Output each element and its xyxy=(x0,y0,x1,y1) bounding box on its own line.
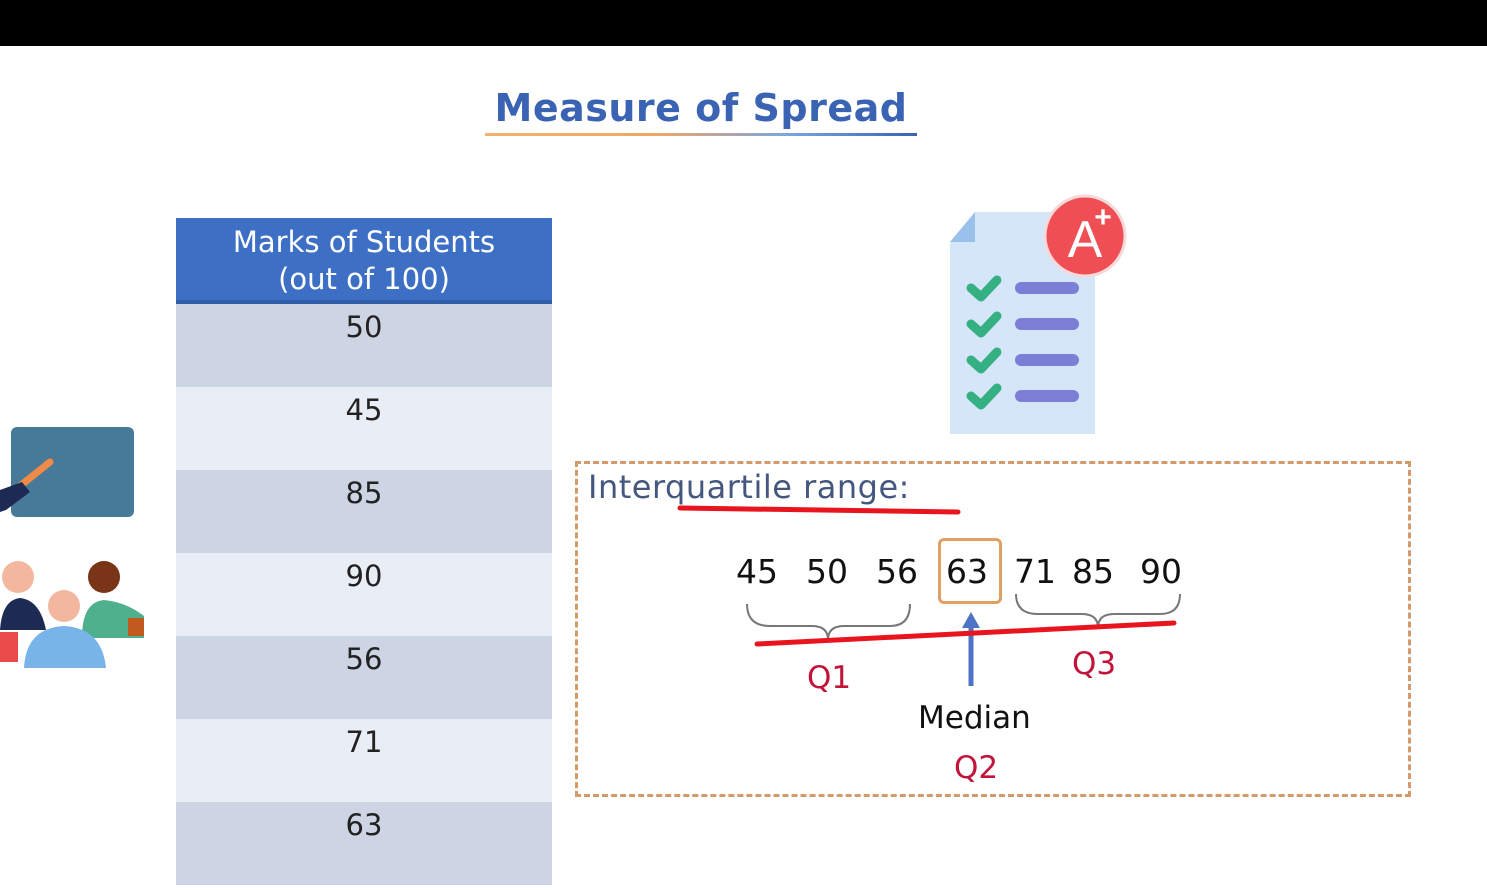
teacher-arm-icon xyxy=(0,482,30,512)
students-icon xyxy=(0,561,144,668)
table-row: 45 xyxy=(176,387,552,470)
sorted-value: 85 xyxy=(1072,552,1114,591)
text-line-icon xyxy=(1015,282,1079,402)
classroom-illustration xyxy=(0,427,144,668)
test-paper-icon: A + xyxy=(950,194,1127,434)
median-highlight-box xyxy=(938,538,1002,604)
q2-label: Q2 xyxy=(954,750,999,786)
table-row: 50 xyxy=(176,304,552,387)
table-row: 90 xyxy=(176,553,552,636)
table-header-subtitle: (out of 100) xyxy=(278,262,450,296)
marks-table: Marks of Students (out of 100) 50 45 85 … xyxy=(176,218,552,885)
sorted-value: 71 xyxy=(1014,552,1056,591)
grade-plus: + xyxy=(1094,201,1112,234)
table-row: 71 xyxy=(176,719,552,802)
checkmark-icon xyxy=(966,275,1002,410)
iqr-label: Interquartile range: xyxy=(588,468,910,506)
iqr-panel xyxy=(575,461,1411,797)
top-black-bar xyxy=(0,0,1487,46)
median-value: 63 xyxy=(946,552,988,591)
table-row: 85 xyxy=(176,470,552,553)
median-label: Median xyxy=(918,700,1031,736)
blackboard-icon xyxy=(11,427,134,517)
q1-label: Q1 xyxy=(807,660,852,696)
table-row: 56 xyxy=(176,636,552,719)
sorted-value: 45 xyxy=(736,552,778,591)
sorted-value: 50 xyxy=(806,552,848,591)
sorted-value: 90 xyxy=(1140,552,1182,591)
sorted-value: 56 xyxy=(876,552,918,591)
q3-label: Q3 xyxy=(1072,646,1117,682)
table-header-title: Marks of Students xyxy=(232,225,496,259)
table-row: 63 xyxy=(176,802,552,885)
slide-title: Measure of Spread xyxy=(494,86,908,130)
grade-letter: A xyxy=(1068,211,1103,269)
grade-badge-icon xyxy=(1043,194,1127,278)
table-header: Marks of Students (out of 100) xyxy=(176,218,552,304)
title-underline xyxy=(485,133,917,136)
